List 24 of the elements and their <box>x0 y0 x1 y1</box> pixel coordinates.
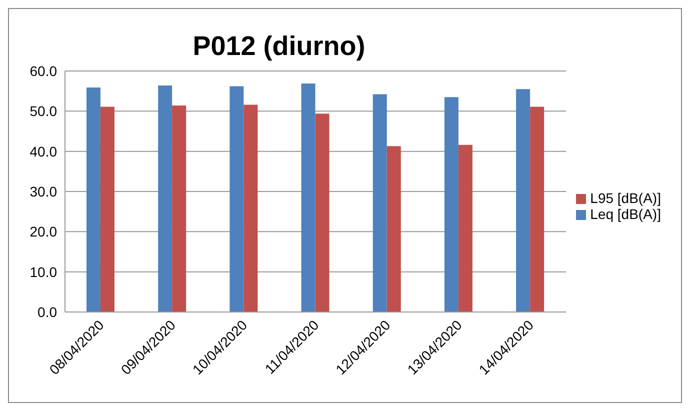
legend-label: L95 [dB(A)] <box>590 190 661 206</box>
bar <box>530 106 544 312</box>
y-tick-label: 30.0 <box>30 183 58 200</box>
bar <box>315 114 330 312</box>
y-tick-label: 40.0 <box>30 143 58 160</box>
bar <box>86 87 100 312</box>
y-tick-label: 50.0 <box>30 103 58 120</box>
bar <box>458 144 472 312</box>
bar <box>172 106 186 312</box>
y-tick-label: 10.0 <box>30 264 58 280</box>
bar <box>386 146 401 312</box>
bar <box>301 83 316 312</box>
bar <box>516 89 530 312</box>
bar <box>100 106 114 312</box>
chart-title: P012 (diurno) <box>192 31 366 62</box>
bar <box>230 86 244 312</box>
bar <box>444 97 458 312</box>
legend-label: Leq [dB(A)] <box>590 206 661 222</box>
bar <box>158 85 172 312</box>
bar <box>372 94 387 312</box>
y-tick-label: 0.0 <box>38 304 58 320</box>
y-tick-label: 20.0 <box>30 224 58 240</box>
y-tick-label: 60.0 <box>30 62 58 79</box>
bar <box>244 104 258 312</box>
